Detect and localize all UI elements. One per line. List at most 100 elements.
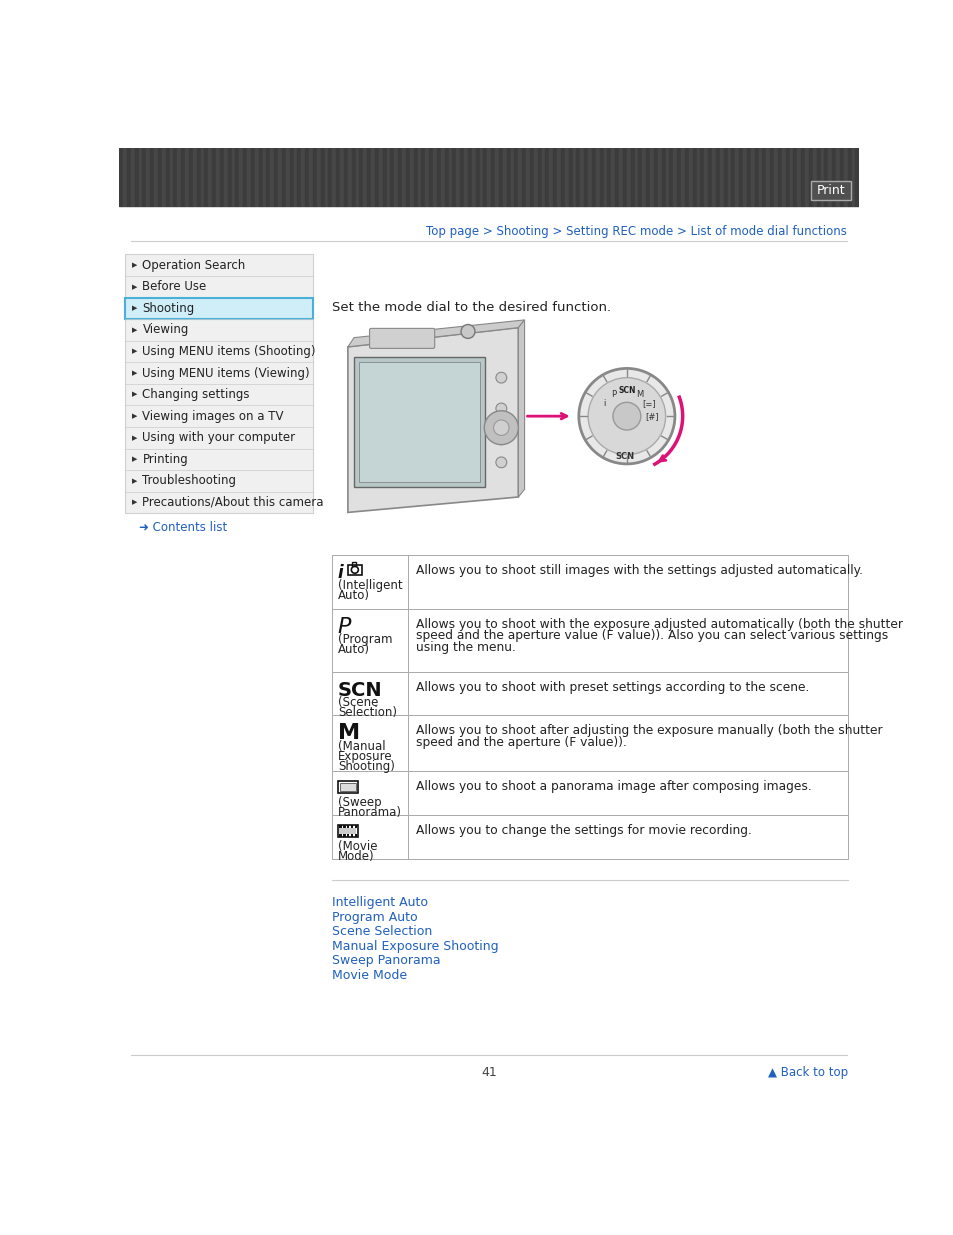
- Bar: [479, 148, 483, 206]
- Bar: [618, 148, 622, 206]
- Bar: [820, 148, 823, 206]
- Text: Printing: Printing: [142, 453, 188, 466]
- Text: Allows you to shoot still images with the settings adjusted automatically.: Allows you to shoot still images with th…: [416, 564, 862, 577]
- Bar: [351, 825, 353, 829]
- Text: Troubleshooting: Troubleshooting: [142, 474, 236, 488]
- Bar: [371, 148, 375, 206]
- Text: Manual Exposure Shooting: Manual Exposure Shooting: [332, 940, 498, 952]
- Bar: [641, 148, 645, 206]
- Text: Exposure: Exposure: [337, 750, 392, 762]
- Bar: [707, 148, 711, 206]
- Bar: [622, 148, 626, 206]
- Bar: [125, 254, 313, 514]
- Text: Allows you to shoot with preset settings according to the scene.: Allows you to shoot with preset settings…: [416, 680, 808, 694]
- Bar: [831, 148, 835, 206]
- Bar: [425, 148, 429, 206]
- Bar: [251, 148, 254, 206]
- Bar: [347, 835, 349, 837]
- Circle shape: [496, 372, 506, 383]
- Bar: [339, 835, 341, 837]
- Bar: [735, 148, 739, 206]
- Bar: [343, 835, 345, 837]
- Bar: [146, 148, 150, 206]
- Bar: [347, 825, 349, 829]
- Text: Changing settings: Changing settings: [142, 388, 250, 401]
- Bar: [758, 148, 761, 206]
- Bar: [468, 148, 472, 206]
- Bar: [301, 148, 305, 206]
- Bar: [847, 148, 851, 206]
- Bar: [433, 148, 436, 206]
- Bar: [537, 148, 541, 206]
- Bar: [823, 148, 827, 206]
- Text: Allows you to shoot a panorama image after composing images.: Allows you to shoot a panorama image aft…: [416, 781, 811, 793]
- Bar: [649, 148, 654, 206]
- Text: Using MENU items (Shooting): Using MENU items (Shooting): [142, 345, 315, 358]
- Bar: [394, 148, 397, 206]
- Bar: [700, 148, 703, 206]
- Bar: [525, 148, 530, 206]
- Bar: [793, 148, 797, 206]
- Text: Auto): Auto): [337, 643, 370, 656]
- Bar: [363, 148, 367, 206]
- Bar: [352, 562, 356, 566]
- Text: ▶: ▶: [132, 370, 137, 375]
- Bar: [583, 148, 587, 206]
- Bar: [785, 148, 789, 206]
- Text: ▶: ▶: [132, 435, 137, 441]
- Bar: [684, 148, 688, 206]
- Bar: [754, 148, 758, 206]
- Bar: [386, 148, 390, 206]
- Circle shape: [578, 368, 674, 464]
- Bar: [564, 148, 568, 206]
- Bar: [789, 148, 793, 206]
- Text: M: M: [337, 724, 359, 743]
- Bar: [208, 148, 212, 206]
- Text: Top page > Shooting > Setting REC mode > List of mode dial functions: Top page > Shooting > Setting REC mode >…: [426, 225, 846, 238]
- Bar: [355, 825, 356, 829]
- Bar: [727, 148, 731, 206]
- Bar: [344, 148, 348, 206]
- Text: P: P: [337, 618, 351, 637]
- Bar: [134, 148, 138, 206]
- Bar: [348, 564, 361, 574]
- Bar: [765, 148, 769, 206]
- Bar: [158, 148, 162, 206]
- Bar: [328, 148, 332, 206]
- Text: [#]: [#]: [645, 411, 659, 421]
- Bar: [177, 148, 181, 206]
- Bar: [332, 771, 847, 815]
- Bar: [530, 148, 534, 206]
- Text: ➜ Contents list: ➜ Contents list: [139, 520, 228, 534]
- Bar: [514, 148, 517, 206]
- Bar: [266, 148, 270, 206]
- Text: Allows you to shoot after adjusting the exposure manually (both the shutter: Allows you to shoot after adjusting the …: [416, 724, 882, 737]
- Bar: [611, 148, 615, 206]
- Bar: [262, 148, 266, 206]
- Text: Shooting): Shooting): [337, 760, 395, 773]
- Bar: [382, 148, 386, 206]
- Bar: [557, 148, 560, 206]
- Bar: [402, 148, 406, 206]
- Bar: [406, 148, 410, 206]
- Bar: [545, 148, 549, 206]
- Bar: [661, 148, 665, 206]
- Text: Allows you to shoot with the exposure adjusted automatically (both the shutter: Allows you to shoot with the exposure ad…: [416, 618, 902, 631]
- Bar: [340, 783, 355, 792]
- Bar: [332, 672, 847, 715]
- Bar: [645, 148, 649, 206]
- Bar: [239, 148, 243, 206]
- Bar: [851, 148, 855, 206]
- Bar: [339, 825, 341, 829]
- Bar: [397, 148, 402, 206]
- Bar: [286, 148, 290, 206]
- Text: ▶: ▶: [132, 348, 137, 354]
- Text: Before Use: Before Use: [142, 280, 207, 293]
- Bar: [638, 148, 641, 206]
- Bar: [119, 148, 123, 206]
- Bar: [607, 148, 611, 206]
- Bar: [739, 148, 742, 206]
- Bar: [596, 148, 599, 206]
- FancyBboxPatch shape: [354, 357, 484, 487]
- Bar: [235, 148, 239, 206]
